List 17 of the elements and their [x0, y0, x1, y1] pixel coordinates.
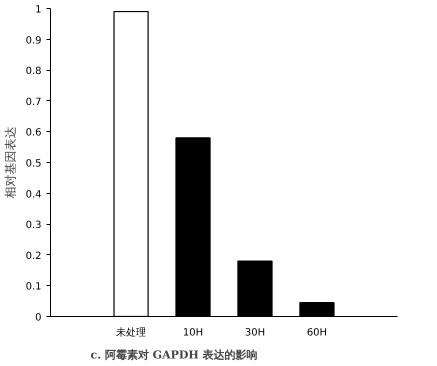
y-tick-label: 0 — [35, 312, 42, 324]
x-tick-label: 10H — [182, 328, 204, 338]
y-tick-label: 0.8 — [26, 66, 42, 78]
y-tick-label: 0.9 — [26, 35, 42, 46]
y-tick-label: 0.7 — [26, 96, 42, 108]
y-axis-title: 相对基因表达 — [4, 126, 18, 198]
y-tick-label: 0.1 — [26, 282, 42, 293]
y-tick-label: 0.3 — [26, 220, 42, 232]
x-tick-label: 未处理 — [116, 326, 146, 338]
y-tick-label: 0.2 — [26, 250, 42, 262]
x-tick-label: 30H — [244, 328, 266, 338]
y-tick-label: 0.5 — [26, 158, 42, 170]
x-tick-label: 60H — [306, 328, 328, 338]
text: c. 阿霉素对 GAPDH 表达的影响 — [90, 348, 258, 362]
y-tick-label: 0.4 — [26, 189, 42, 200]
y-tick-label: 0.6 — [26, 128, 42, 139]
y-tick-label: 1 — [35, 4, 42, 16]
